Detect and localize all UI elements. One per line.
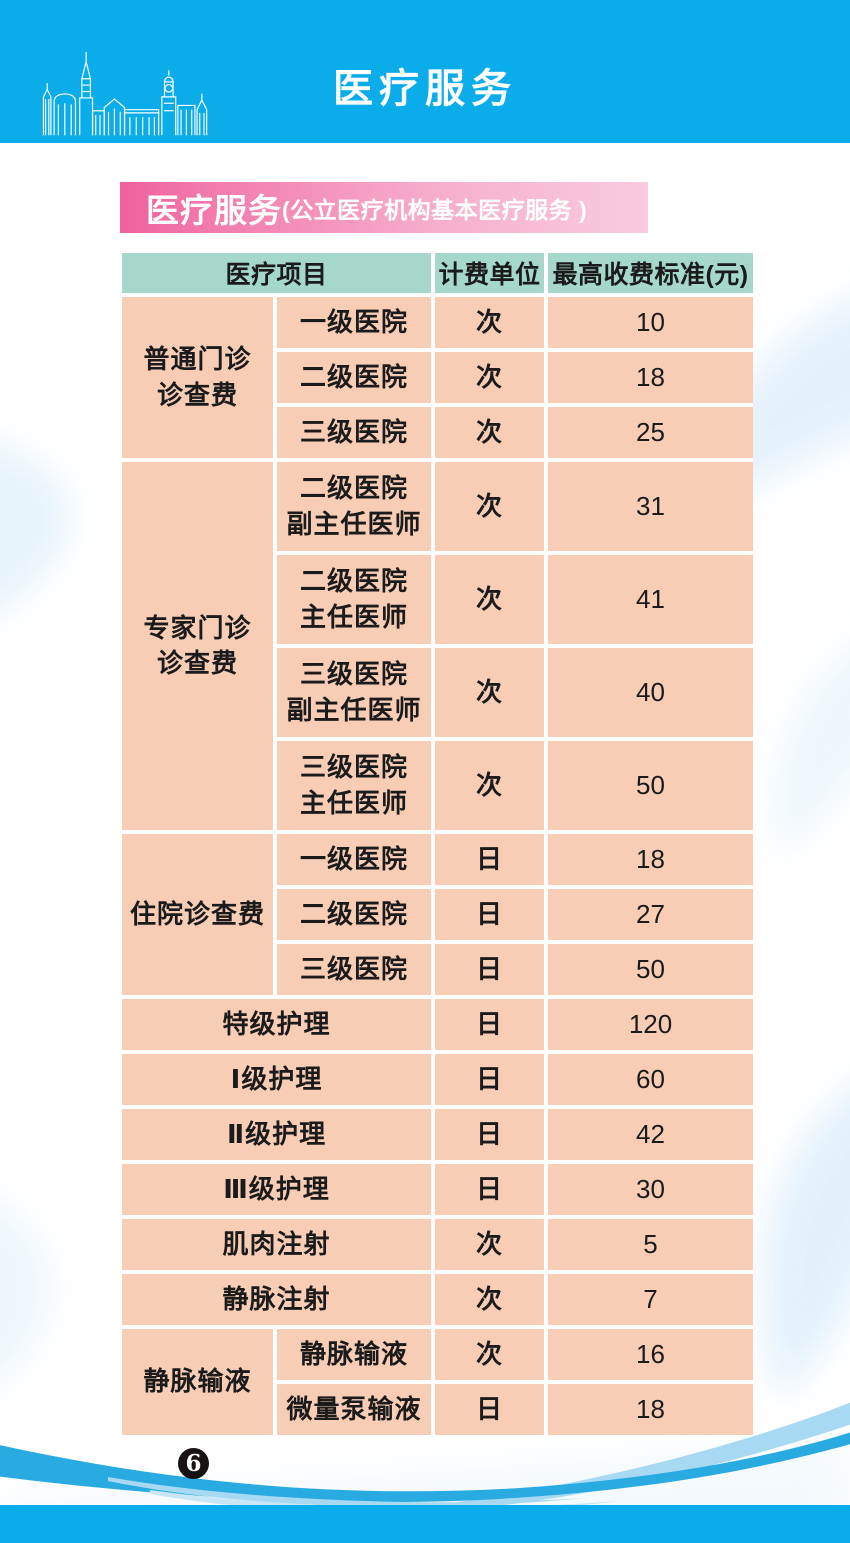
table-row: 二级医院次 18: [122, 350, 754, 407]
table-row: Ⅰ级护理日 60: [122, 1052, 754, 1109]
table-item-cell: 肌肉注射: [122, 1217, 436, 1274]
table-row: 三级医院次 25: [122, 405, 754, 462]
table-group-cell: 普通门诊 诊查费: [122, 295, 277, 462]
table-value-cell: 18: [546, 350, 754, 407]
table-unit-cell: 次: [433, 295, 549, 352]
table-row: Ⅲ级护理日 30: [122, 1162, 754, 1219]
table-item-cell: 三级医院 主任医师: [275, 739, 436, 834]
table-unit-cell: 次: [433, 1217, 549, 1274]
table-item-cell: Ⅱ级护理: [122, 1107, 436, 1164]
table-row: 三级医院 副主任医师次 40: [122, 646, 754, 741]
table-row: 静脉输液 静脉输液次 16: [122, 1327, 754, 1439]
table-row: 二级医院日 27: [122, 887, 754, 944]
table-row: 微量泵输液日 18: [122, 1382, 754, 1439]
table-unit-cell: 日: [433, 832, 549, 889]
table-value-cell: 50: [546, 739, 754, 834]
table-item-cell: 二级医院 副主任医师: [275, 460, 436, 555]
table-group-cell: 专家门诊 诊查费: [122, 460, 277, 834]
table-value-cell: 50: [546, 942, 754, 999]
table-item-cell: 静脉注射: [122, 1272, 436, 1329]
table-unit-cell: 日: [433, 1052, 549, 1109]
table-value-cell: 18: [546, 832, 754, 889]
table-body: 普通门诊 诊查费 一级医院次 10 二级医院次 18 三级医院次 25 专家门诊 诊查费 二级医…: [122, 295, 754, 1439]
page-title: 医疗服务: [333, 67, 517, 111]
table-row: 静脉注射次 7: [122, 1272, 754, 1329]
bottom-footer-bar: [0, 1505, 850, 1543]
table-item-cell: 二级医院: [275, 350, 436, 407]
table-unit-cell: 次: [433, 1272, 549, 1329]
table-item-cell: 特级护理: [122, 997, 436, 1054]
table-group-cell: 住院诊查费: [122, 832, 277, 999]
table-row: 三级医院 主任医师次 50: [122, 739, 754, 834]
table-value-cell: 25: [546, 405, 754, 462]
table-row: 肌肉注射次 5: [122, 1217, 754, 1274]
top-header-bar: 医疗服务: [0, 0, 850, 143]
table-unit-cell: 日: [433, 1162, 549, 1219]
table-group-cell: 静脉输液: [122, 1327, 277, 1439]
table-unit-cell: 日: [433, 997, 549, 1054]
table-unit-cell: 日: [433, 1382, 549, 1439]
table-row: Ⅱ级护理日 42: [122, 1107, 754, 1164]
section-subtitle: (公立医疗机构基本医疗服务 ): [282, 196, 588, 223]
table-item-cell: Ⅲ级护理: [122, 1162, 436, 1219]
table-unit-cell: 次: [433, 460, 549, 555]
medical-fee-table: 医疗项目 计费单位 最高收费标准(元) 普通门诊 诊查费 一级医院次 10 二级医院次 18…: [122, 253, 754, 1439]
table-value-cell: 31: [546, 460, 754, 555]
table-row: 三级医院日 50: [122, 942, 754, 999]
table-value-cell: 40: [546, 646, 754, 741]
table-item-cell: 静脉输液: [275, 1327, 436, 1384]
table-unit-cell: 次: [433, 405, 549, 462]
table-row: 住院诊查费 一级医院日 18: [122, 832, 754, 999]
table-unit-cell: 次: [433, 553, 549, 648]
table-header-row: 医疗项目 计费单位 最高收费标准(元): [122, 253, 754, 297]
table-unit-cell: 日: [433, 1107, 549, 1164]
table-item-cell: 三级医院: [275, 405, 436, 462]
table-item-cell: Ⅰ级护理: [122, 1052, 436, 1109]
table-item-cell: 一级医院: [275, 832, 436, 889]
table-value-cell: 41: [546, 553, 754, 648]
city-skyline-icon: [42, 52, 208, 136]
table-row: 特级护理日 120: [122, 997, 754, 1054]
table-unit-cell: 日: [433, 942, 549, 999]
table-value-cell: 18: [546, 1382, 754, 1439]
table-unit-cell: 日: [433, 887, 549, 944]
table-unit-cell: 次: [433, 646, 549, 741]
table-unit-cell: 次: [433, 350, 549, 407]
table-row: 专家门诊 诊查费 二级医院 副主任医师次 31: [122, 460, 754, 834]
table-header-cell: 医疗项目: [122, 253, 436, 297]
table-value-cell: 27: [546, 887, 754, 944]
table-item-cell: 一级医院: [275, 295, 436, 352]
table-value-cell: 60: [546, 1052, 754, 1109]
table-value-cell: 120: [546, 997, 754, 1054]
table-header-cell: 最高收费标准(元): [546, 253, 754, 297]
section-title: 医疗服务: [146, 191, 282, 229]
table-item-cell: 微量泵输液: [275, 1382, 436, 1439]
table-item-cell: 三级医院: [275, 942, 436, 999]
table-value-cell: 10: [546, 295, 754, 352]
table-value-cell: 5: [546, 1217, 754, 1274]
table-header-cell: 计费单位: [433, 253, 549, 297]
table-item-cell: 二级医院 主任医师: [275, 553, 436, 648]
table-unit-cell: 次: [433, 1327, 549, 1384]
footer-wave-decoration: [0, 1402, 850, 1510]
section-banner: 医疗服务 (公立医疗机构基本医疗服务 ): [120, 182, 648, 233]
page-number-badge: 6: [178, 1448, 209, 1479]
table-value-cell: 42: [546, 1107, 754, 1164]
table-row: 二级医院 主任医师次 41: [122, 553, 754, 648]
table-value-cell: 16: [546, 1327, 754, 1384]
table-unit-cell: 次: [433, 739, 549, 834]
table-value-cell: 7: [546, 1272, 754, 1329]
table-item-cell: 三级医院 副主任医师: [275, 646, 436, 741]
table-value-cell: 30: [546, 1162, 754, 1219]
table-item-cell: 二级医院: [275, 887, 436, 944]
table-row: 普通门诊 诊查费 一级医院次 10: [122, 295, 754, 462]
